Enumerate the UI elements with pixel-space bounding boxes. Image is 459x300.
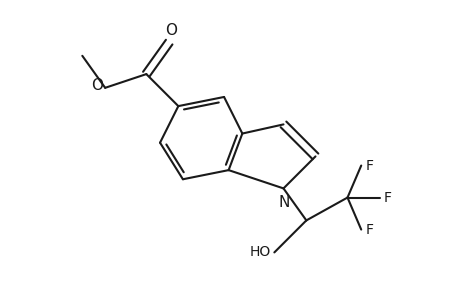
- Text: HO: HO: [249, 245, 271, 260]
- Text: O: O: [165, 23, 177, 38]
- Text: O: O: [91, 78, 103, 93]
- Text: F: F: [383, 190, 391, 205]
- Text: F: F: [364, 223, 373, 237]
- Text: F: F: [364, 158, 373, 172]
- Text: N: N: [278, 195, 290, 210]
